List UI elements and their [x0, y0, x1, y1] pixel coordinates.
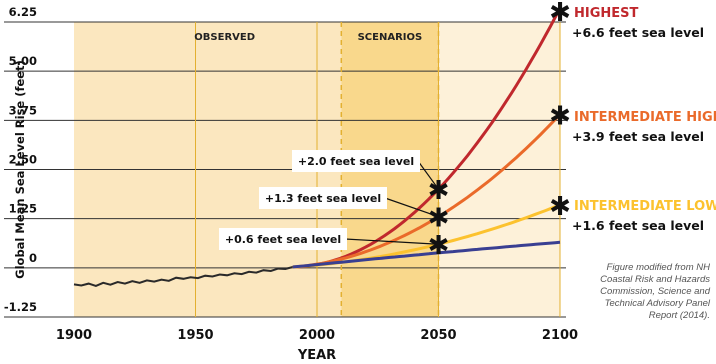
callout-leader	[344, 238, 439, 245]
series-end-label: +1.6 feet sea level	[572, 218, 704, 233]
region-label: SCENARIOS	[358, 32, 423, 43]
scenario-line	[292, 113, 562, 269]
x-tick-label: 2050	[420, 328, 456, 343]
y-axis-title: Global Mean Sea Level Rise (feet)	[13, 60, 27, 279]
y-tick-label: 5.00	[9, 54, 37, 68]
y-tick-label: 2.50	[9, 153, 37, 167]
x-tick-label: 2000	[299, 328, 335, 343]
x-tick-label: 1950	[177, 328, 213, 343]
y-tick-label: 1.25	[9, 202, 37, 216]
y-tick-label: 0	[29, 251, 37, 265]
series-end-marker: ✱	[549, 101, 571, 131]
callout-box	[259, 187, 387, 209]
series-name: INTERMEDIATE LOW	[574, 199, 716, 214]
callout-box	[292, 150, 420, 172]
callout-leader	[417, 160, 439, 190]
callout-marker: ✱	[428, 231, 450, 261]
callout-label: +1.3 feet sea level	[265, 192, 381, 205]
y-tick-label: -1.25	[4, 300, 37, 314]
callout-label: +2.0 feet sea level	[298, 155, 414, 168]
region-label: OBSERVED	[194, 32, 255, 43]
observed-line	[73, 266, 293, 287]
callout-leader	[384, 197, 439, 218]
y-tick-label: 6.25	[9, 5, 37, 19]
x-axis-title: YEAR	[297, 348, 336, 363]
callout-label: +0.6 feet sea level	[225, 233, 341, 246]
series-name: HIGHEST	[574, 6, 639, 21]
series-end-label: +6.6 feet sea level	[572, 25, 704, 40]
x-tick-label: 2100	[542, 328, 578, 343]
scenario-line	[292, 240, 561, 269]
series-end-label: +3.9 feet sea level	[572, 129, 704, 144]
series-end-marker: ✱	[549, 192, 571, 222]
series-name: INTERMEDIATE HIGH	[574, 110, 716, 125]
callout-marker: ✱	[428, 176, 450, 206]
figure-credit: Figure modified from NH Coastal Risk and…	[600, 262, 710, 321]
x-tick-label: 1900	[56, 328, 92, 343]
series-end-marker: ✱	[549, 0, 571, 28]
callout-box	[219, 228, 347, 250]
y-tick-label: 3.75	[9, 103, 37, 117]
callout-marker: ✱	[428, 204, 450, 234]
